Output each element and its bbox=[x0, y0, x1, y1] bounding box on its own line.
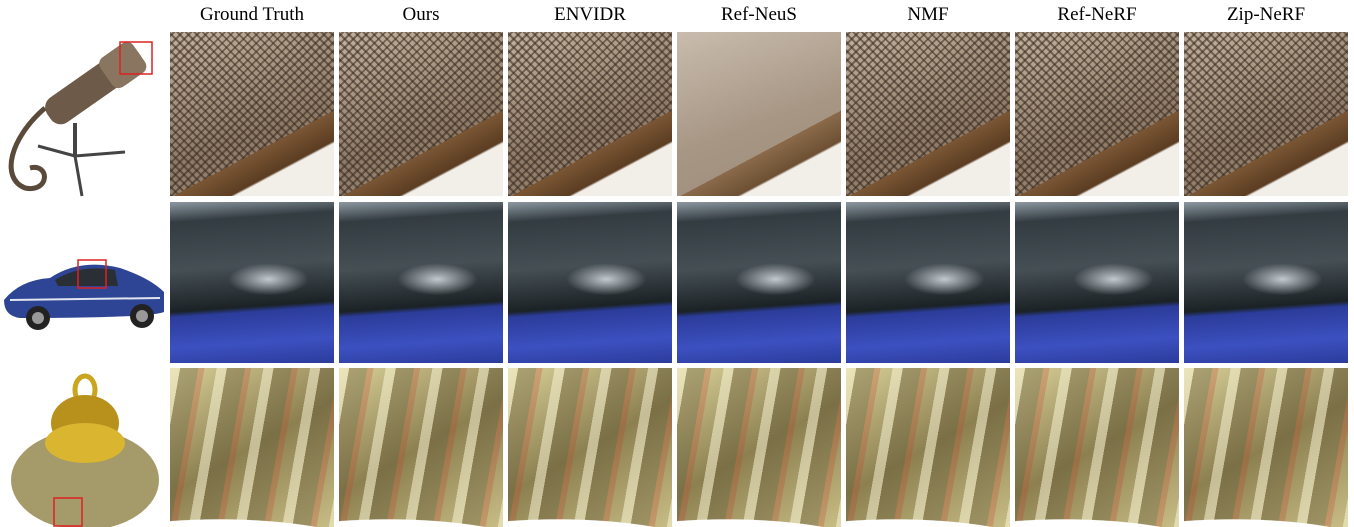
result-crop bbox=[846, 32, 1010, 196]
result-crop bbox=[508, 32, 672, 196]
column-header: Ref-NeRF bbox=[1015, 4, 1179, 26]
result-crop bbox=[339, 202, 503, 363]
column-header: Ground Truth bbox=[170, 4, 334, 26]
microphone-thumbnail bbox=[0, 28, 166, 198]
result-crop bbox=[508, 368, 672, 527]
column-header: Ours bbox=[339, 4, 503, 26]
column-header: Zip-NeRF bbox=[1184, 4, 1348, 26]
result-crop bbox=[170, 368, 334, 527]
result-crop bbox=[677, 32, 841, 196]
result-crop bbox=[1015, 32, 1179, 196]
figure: Ground TruthOursENVIDRRef-NeuSNMFRef-NeR… bbox=[0, 0, 1354, 527]
column-header: NMF bbox=[846, 4, 1010, 26]
car-thumbnail bbox=[0, 200, 166, 366]
result-crop bbox=[508, 202, 672, 363]
result-crop bbox=[170, 202, 334, 363]
column-header: ENVIDR bbox=[508, 4, 672, 26]
result-crop bbox=[1184, 202, 1348, 363]
bell-thumbnail bbox=[0, 368, 166, 527]
result-crop bbox=[339, 32, 503, 196]
result-crop bbox=[846, 368, 1010, 527]
result-crop bbox=[1015, 202, 1179, 363]
result-crop bbox=[170, 32, 334, 196]
result-crop bbox=[677, 202, 841, 363]
result-crop bbox=[846, 202, 1010, 363]
result-crop bbox=[1184, 32, 1348, 196]
column-header: Ref-NeuS bbox=[677, 4, 841, 26]
result-crop bbox=[1184, 368, 1348, 527]
result-crop bbox=[339, 368, 503, 527]
result-crop bbox=[1015, 368, 1179, 527]
result-crop bbox=[677, 368, 841, 527]
